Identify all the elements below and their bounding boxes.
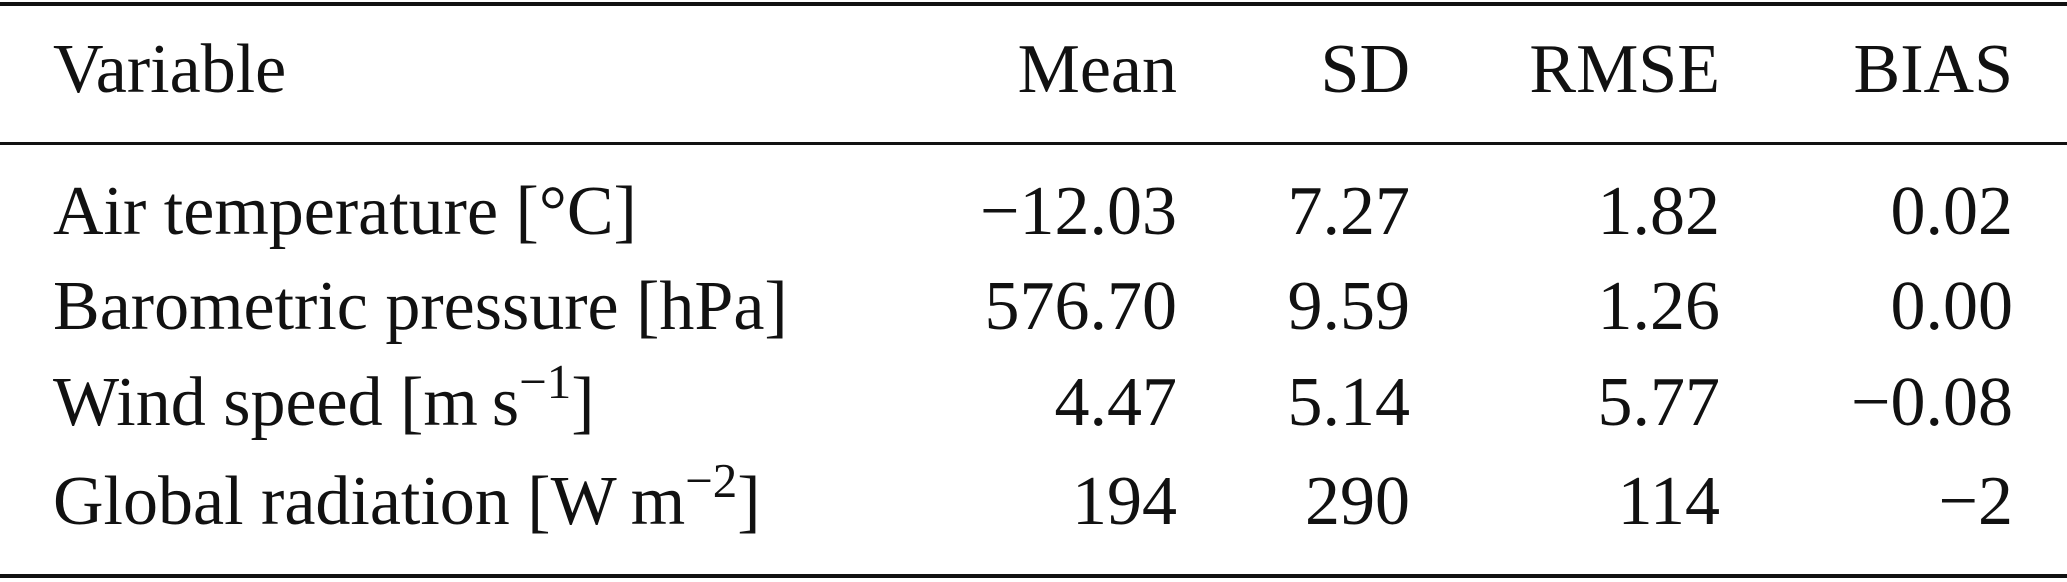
value-cell: 1.82: [1597, 173, 1721, 250]
value-cell: −0.08: [1851, 364, 2013, 441]
variable-text: Wind speed [m s: [53, 364, 520, 441]
header-cell: RMSE: [1529, 31, 1720, 108]
variable-text: Barometric pressure [hPa]: [53, 268, 788, 345]
mid-rule: [0, 142, 2067, 145]
bottom-rule: [0, 574, 2067, 578]
value-cell: 576.70: [984, 268, 1178, 345]
value-cell: 114: [1617, 463, 1720, 540]
variable-cell: Wind speed [m s−1]: [53, 357, 595, 438]
value-cell: 7.27: [1287, 173, 1411, 250]
variable-cell: Barometric pressure [hPa]: [53, 272, 788, 342]
value-cell: 0.02: [1890, 173, 2014, 250]
variable-text: Air temperature [°C]: [53, 173, 637, 250]
variable-text: ]: [737, 463, 761, 540]
value-cell: −2: [1938, 463, 2013, 540]
header-cell: BIAS: [1853, 31, 2013, 108]
value-cell: 290: [1305, 463, 1410, 540]
value-cell: 0.00: [1890, 268, 2014, 345]
unit-exponent: −1: [519, 354, 572, 410]
value-cell: 4.47: [1054, 364, 1178, 441]
value-cell: 9.59: [1287, 268, 1411, 345]
header-cell: Mean: [1017, 31, 1177, 108]
variable-text: ]: [571, 364, 595, 441]
unit-exponent: −2: [685, 453, 738, 509]
value-cell: 194: [1072, 463, 1177, 540]
top-rule: [0, 2, 2067, 6]
header-cell: Variable: [53, 31, 287, 108]
value-cell: −12.03: [980, 173, 1177, 250]
variable-text: Global radiation [W m: [53, 463, 686, 540]
variable-cell: Global radiation [W m−2]: [53, 456, 761, 537]
header-cell: SD: [1320, 31, 1410, 108]
value-cell: 5.14: [1287, 364, 1411, 441]
value-cell: 1.26: [1597, 268, 1721, 345]
variable-cell: Air temperature [°C]: [53, 177, 637, 247]
value-cell: 5.77: [1597, 364, 1721, 441]
